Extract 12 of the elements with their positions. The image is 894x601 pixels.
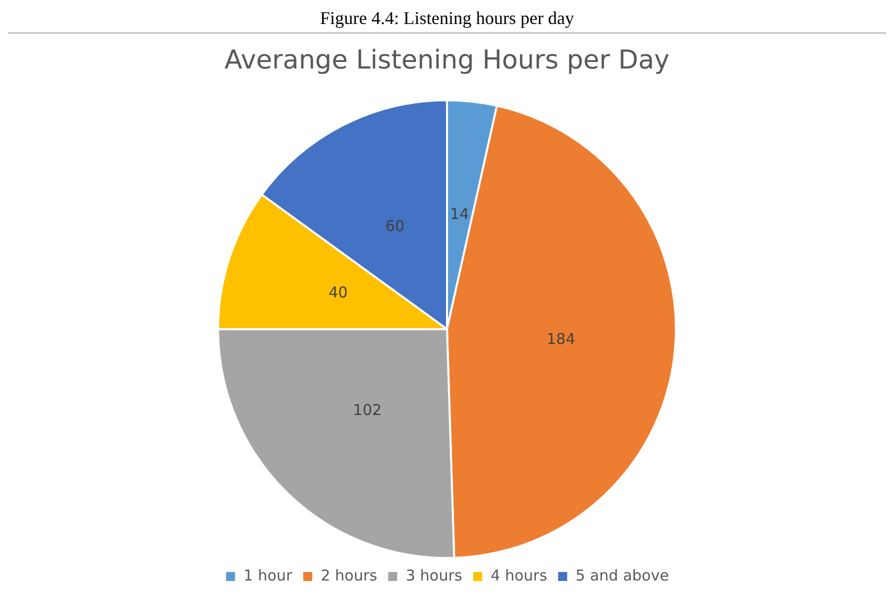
data-label: 14 — [450, 205, 470, 224]
caption: Figure 4.4: Listening hours per day — [8, 8, 886, 34]
data-label: 102 — [353, 401, 382, 420]
data-label: 184 — [546, 330, 576, 348]
legend-label: 2 hours — [320, 566, 378, 584]
data-label: 40 — [328, 284, 348, 302]
legend-label: 3 hours — [406, 566, 462, 584]
legend-label: 5 and above — [576, 566, 669, 584]
legend-label: 4 hours — [490, 566, 548, 584]
legend-label: 1 hour — [244, 566, 294, 584]
data-label: 60 — [385, 217, 405, 236]
chart-title: Averange Listening Hours per Day — [224, 45, 670, 76]
